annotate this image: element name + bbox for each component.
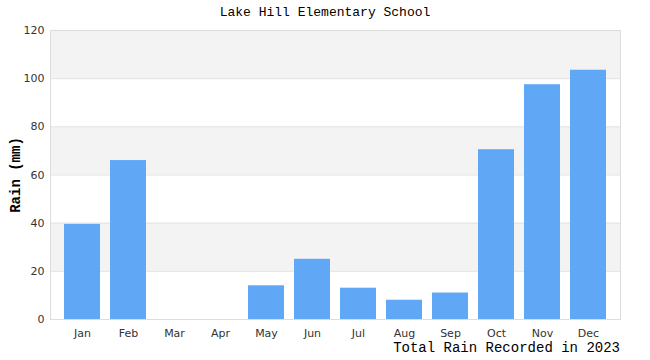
svg-text:Jul: Jul [351,327,365,340]
svg-text:Oct: Oct [487,327,507,340]
svg-text:Jun: Jun [303,327,321,340]
svg-text:Nov: Nov [532,327,554,340]
svg-text:Aug: Aug [394,327,415,340]
svg-text:20: 20 [31,265,45,278]
svg-text:120: 120 [24,24,45,37]
svg-text:80: 80 [31,120,45,133]
html-text:Lake Hill Elementary School: Lake Hill Elementary School [219,5,431,20]
svg-text:Rain (mm): Rain (mm) [8,137,24,213]
svg-text:100: 100 [24,72,45,85]
svg-text:60: 60 [31,169,45,182]
svg-text:Sep: Sep [440,327,461,340]
svg-text:May: May [255,327,278,340]
svg-text:Feb: Feb [119,327,138,340]
svg-text:0: 0 [38,313,45,326]
html-text:Total Rain Recorded in 2023: Total Rain Recorded in 2023 [393,340,620,356]
svg-text:40: 40 [31,217,45,230]
svg-text:Jan: Jan [73,327,91,340]
svg-text:Dec: Dec [578,327,599,340]
svg-text:Mar: Mar [164,327,185,340]
svg-text:Apr: Apr [211,327,231,340]
